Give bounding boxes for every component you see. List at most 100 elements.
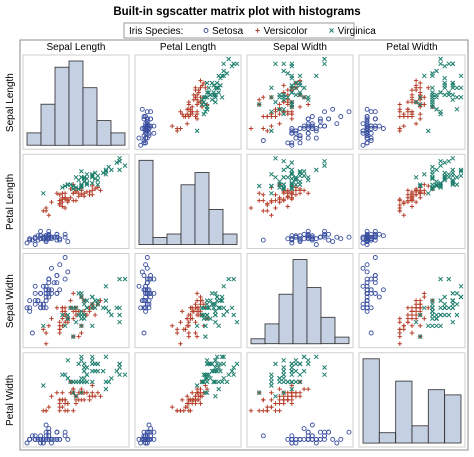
point-virginica	[206, 85, 212, 91]
point-virginica	[73, 393, 79, 399]
point-virginica	[289, 182, 295, 187]
point-setosa	[148, 109, 154, 115]
point-versicolor	[297, 191, 303, 196]
point-virginica	[430, 298, 435, 303]
point-setosa	[380, 233, 386, 239]
point-virginica	[454, 94, 460, 100]
point-versicolor	[413, 78, 419, 83]
point-versicolor	[409, 197, 415, 202]
point-virginica	[204, 357, 210, 363]
point-virginica	[430, 73, 435, 79]
point-versicolor	[193, 330, 198, 336]
point-virginica	[79, 354, 84, 360]
point-setosa	[364, 280, 370, 286]
point-virginica	[109, 312, 114, 318]
point-virginica	[76, 291, 82, 296]
point-setosa	[144, 255, 150, 260]
point-virginica	[438, 323, 443, 329]
point-versicolor	[418, 90, 423, 95]
point-virginica	[203, 94, 208, 100]
point-versicolor	[269, 213, 274, 218]
point-setosa	[346, 429, 352, 435]
legend-frame	[123, 22, 355, 39]
point-versicolor	[46, 323, 51, 328]
point-virginica	[417, 102, 423, 107]
point-virginica	[79, 309, 84, 314]
point-setosa	[27, 305, 33, 311]
point-virginica	[208, 298, 213, 303]
point-virginica	[297, 73, 303, 79]
point-setosa	[43, 287, 49, 293]
point-versicolor	[413, 305, 419, 310]
point-virginica	[273, 155, 278, 161]
point-setosa	[148, 116, 154, 122]
point-setosa	[305, 121, 311, 127]
point-virginica	[204, 375, 210, 381]
point-versicolor	[190, 390, 195, 395]
point-versicolor	[277, 121, 282, 126]
point-virginica	[322, 372, 327, 378]
point-virginica	[430, 316, 435, 321]
point-virginica	[434, 68, 439, 74]
point-setosa	[289, 433, 295, 439]
point-setosa	[372, 276, 378, 282]
point-versicolor	[397, 330, 402, 336]
point-virginica	[201, 111, 207, 117]
point-virginica	[281, 357, 287, 363]
point-setosa	[54, 290, 60, 296]
point-virginica	[122, 163, 128, 168]
point-virginica	[305, 357, 311, 363]
point-versicolor	[277, 408, 282, 413]
point-virginica	[211, 305, 217, 311]
point-virginica	[281, 106, 287, 112]
point-virginica	[204, 90, 210, 95]
point-virginica	[79, 357, 84, 363]
point-versicolor	[281, 90, 286, 95]
point-versicolor	[397, 202, 402, 208]
point-virginica	[103, 283, 109, 289]
point-virginica	[109, 375, 114, 381]
point-virginica	[442, 301, 448, 307]
point-setosa	[144, 436, 150, 442]
point-versicolor	[248, 408, 254, 413]
point-virginica	[293, 80, 299, 86]
point-versicolor	[49, 199, 54, 205]
point-versicolor	[281, 397, 286, 403]
point-setosa	[360, 128, 366, 134]
point-versicolor	[60, 316, 65, 321]
row-header-sepal-length: Sepal Length	[5, 73, 16, 132]
point-virginica	[446, 158, 452, 164]
point-versicolor	[186, 107, 191, 112]
point-virginica	[213, 365, 218, 370]
point-versicolor	[180, 397, 185, 403]
point-virginica	[297, 179, 303, 184]
point-setosa	[322, 233, 327, 239]
point-setosa	[49, 440, 54, 446]
point-setosa	[360, 265, 366, 271]
point-versicolor	[188, 397, 193, 403]
point-versicolor	[261, 192, 266, 197]
point-setosa	[40, 440, 46, 446]
legend-marker-setosa	[203, 28, 209, 33]
point-versicolor	[76, 309, 81, 314]
point-virginica	[289, 176, 295, 182]
point-versicolor	[285, 102, 290, 107]
point-versicolor	[418, 195, 423, 200]
point-versicolor	[418, 85, 423, 90]
point-versicolor	[248, 126, 254, 131]
point-virginica	[76, 361, 82, 367]
point-versicolor	[57, 408, 62, 413]
point-setosa	[326, 237, 332, 243]
point-virginica	[273, 361, 278, 367]
point-virginica	[62, 323, 68, 329]
histogram-bar	[110, 132, 126, 146]
legend: Iris Species: Setosa Versicolor Virginica	[123, 22, 376, 39]
point-versicolor	[418, 302, 423, 307]
point-virginica	[216, 386, 222, 392]
point-versicolor	[71, 408, 76, 413]
point-virginica	[289, 365, 295, 370]
point-virginica	[73, 319, 79, 325]
point-setosa	[380, 126, 386, 131]
point-versicolor	[60, 390, 65, 395]
point-versicolor	[90, 183, 95, 189]
